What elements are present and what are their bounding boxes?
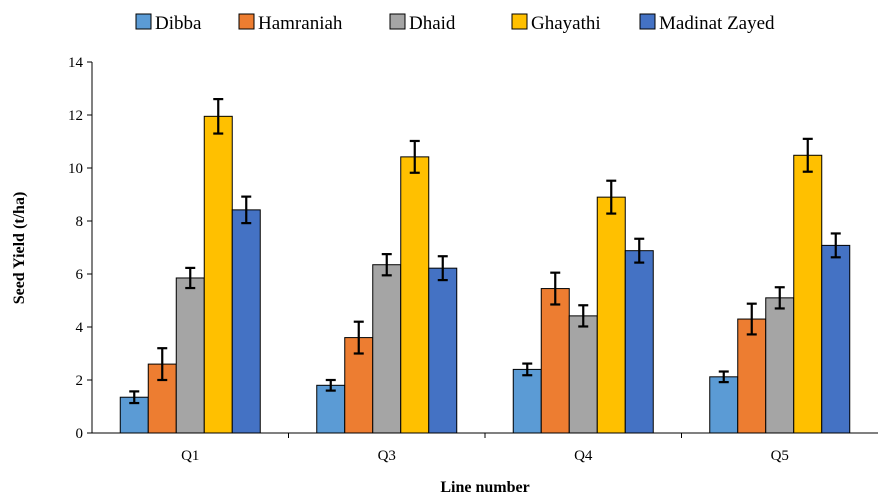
legend-label: Dhaid <box>409 13 456 34</box>
bar-madinat-zayed-q4 <box>624 250 654 434</box>
y-tick-label: 6 <box>76 267 84 283</box>
legend-swatch <box>511 13 528 30</box>
bar-ghayathi-q4 <box>596 196 626 434</box>
error-bar <box>606 179 617 215</box>
bar-madinat-zayed-q1 <box>231 209 261 434</box>
x-axis-title: Line number <box>440 479 529 496</box>
legend-label: Madinat Zayed <box>659 13 775 34</box>
error-bar <box>409 139 420 174</box>
x-tick-label: Q3 <box>378 448 396 464</box>
error-bar <box>522 362 533 377</box>
bar-dhaid-q1 <box>175 277 205 434</box>
bar-dibba-q3 <box>316 384 346 434</box>
error-bar <box>774 286 785 310</box>
legend-item-dhaid: Dhaid <box>389 13 456 34</box>
error-bar <box>802 137 813 173</box>
bar-ghayathi-q3 <box>400 156 430 434</box>
legend-label: Ghayathi <box>531 13 601 34</box>
x-tick-label: Q5 <box>771 448 789 464</box>
bar-dhaid-q5 <box>765 297 795 434</box>
legend-swatch <box>389 13 406 30</box>
bar-hamraniah-q1 <box>147 363 177 434</box>
y-tick-label: 8 <box>76 214 84 230</box>
bar-dhaid-q3 <box>372 264 402 434</box>
error-bar <box>550 271 561 306</box>
y-axis: 0 2 4 6 8 10 12 14 <box>68 55 93 442</box>
bar-dibba-q5 <box>709 376 739 434</box>
x-tick-label: Q1 <box>181 448 199 464</box>
bar-ghayathi-q5 <box>793 154 823 434</box>
error-bar <box>185 266 196 290</box>
error-bar <box>129 390 140 405</box>
y-tick-label: 14 <box>68 55 84 71</box>
legend-item-madinat-zayed: Madinat Zayed <box>639 13 775 34</box>
y-tick-label: 2 <box>76 373 84 389</box>
error-bar <box>353 320 364 355</box>
y-tick-label: 10 <box>68 161 83 177</box>
x-tick-label: Q4 <box>574 448 593 464</box>
legend-item-hamraniah: Hamraniah <box>238 13 343 34</box>
legend-label: Dibba <box>155 13 202 34</box>
error-bar <box>578 304 589 328</box>
bar-hamraniah-q5 <box>737 318 767 434</box>
bar-hamraniah-q4 <box>540 288 570 434</box>
y-tick-label: 0 <box>76 426 84 442</box>
legend-label: Hamraniah <box>258 13 343 34</box>
error-bar <box>634 237 645 264</box>
error-bar <box>381 253 392 277</box>
bar-dhaid-q4 <box>568 315 598 434</box>
legend-swatch <box>135 13 152 30</box>
bar-dibba-q4 <box>512 368 542 434</box>
legend-item-dibba: Dibba <box>135 13 202 34</box>
error-bar <box>213 97 224 135</box>
error-bar <box>746 302 757 336</box>
x-axis: Q1 Q3 Q4 Q5 <box>92 432 878 464</box>
y-tick-label: 4 <box>76 320 84 336</box>
error-bar <box>241 195 252 225</box>
error-bar <box>718 370 729 384</box>
y-axis-title: Seed Yield (t/ha) <box>11 192 28 305</box>
error-bar <box>325 378 336 392</box>
bar-madinat-zayed-q5 <box>821 244 851 434</box>
bar-madinat-zayed-q3 <box>428 267 458 434</box>
error-bars <box>129 97 841 405</box>
y-tick-label: 12 <box>68 108 83 124</box>
legend-item-ghayathi: Ghayathi <box>511 13 601 34</box>
bars <box>119 115 851 434</box>
error-bar <box>437 255 448 282</box>
bar-ghayathi-q1 <box>203 115 233 434</box>
legend-swatch <box>238 13 255 30</box>
legend-swatch <box>639 13 656 30</box>
error-bar <box>830 232 841 259</box>
legend: Dibba Hamraniah Dhaid Ghayathi Madinat Zayed <box>135 13 775 34</box>
error-bar <box>157 347 168 382</box>
